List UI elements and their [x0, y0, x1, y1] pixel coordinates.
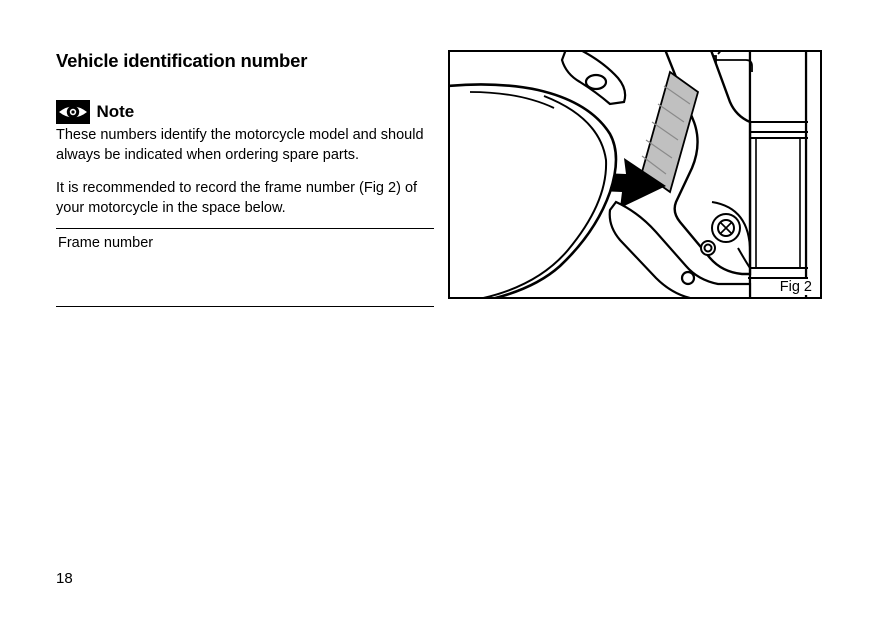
- note-block: Note These numbers identify the motorcyc…: [56, 100, 434, 165]
- eye-icon: [56, 100, 90, 124]
- figure-caption: Fig 2: [778, 279, 814, 295]
- left-column: Vehicle identification number Note These…: [56, 50, 434, 307]
- right-column: Fig 2: [448, 50, 822, 307]
- note-text: These numbers identify the motorcycle mo…: [56, 126, 434, 165]
- frame-number-blank-line: [56, 251, 434, 307]
- page-number: 18: [56, 570, 73, 587]
- frame-number-label: Frame number: [56, 235, 434, 251]
- recommendation-text: It is recommended to record the frame nu…: [56, 179, 434, 218]
- vin-location-diagram: [450, 52, 820, 297]
- figure-2: Fig 2: [448, 50, 822, 299]
- frame-number-section: Frame number: [56, 228, 434, 307]
- page-title: Vehicle identification number: [56, 50, 434, 72]
- note-label: Note: [96, 102, 134, 121]
- note-body: These numbers identify the motorcycle mo…: [56, 127, 424, 163]
- manual-page: Vehicle identification number Note These…: [0, 0, 875, 347]
